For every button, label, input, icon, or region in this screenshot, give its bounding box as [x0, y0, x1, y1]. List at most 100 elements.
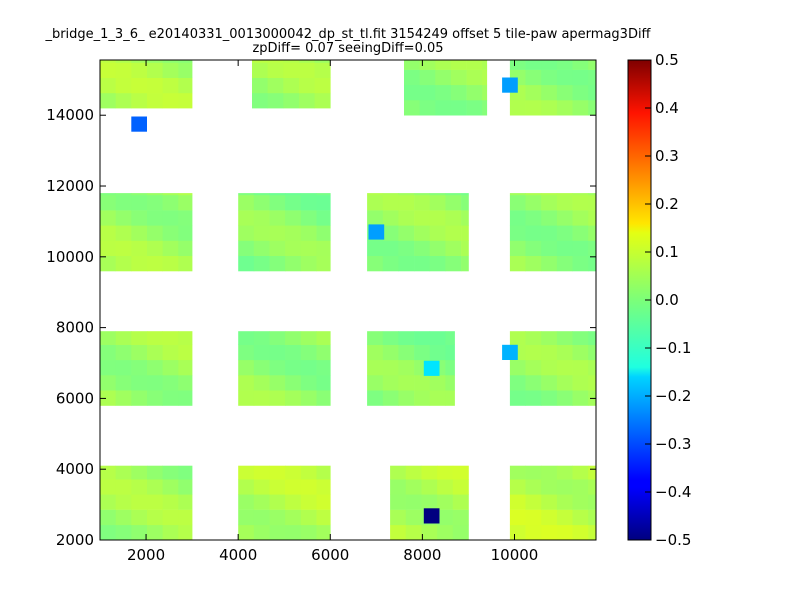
heatmap-cell: [382, 390, 399, 406]
heatmap-cell: [316, 359, 331, 376]
heatmap-cell: [405, 465, 422, 480]
heatmap-cell: [382, 331, 399, 345]
heatmap-cell: [588, 359, 596, 376]
heatmap-cell: [588, 524, 596, 540]
outlier-cell: [368, 224, 385, 240]
heatmap-cell: [525, 331, 542, 345]
heatmap-cell: [115, 331, 132, 345]
heatmap-cell: [252, 92, 268, 109]
heatmap-cell: [100, 194, 116, 211]
heatmap-cell: [588, 193, 596, 196]
heatmap-cell: [541, 331, 558, 345]
heatmap-cell: [269, 225, 286, 241]
heatmap-cell: [314, 62, 331, 78]
heatmap-cell: [178, 524, 193, 540]
heatmap-cell: [572, 359, 589, 376]
heatmap-cell: [253, 465, 270, 480]
heatmap-cell: [162, 509, 179, 526]
heatmap-cell: [147, 77, 163, 94]
heatmap-cell: [238, 375, 255, 391]
heatmap-cell: [541, 479, 558, 495]
heatmap-cell: [285, 509, 302, 526]
heatmap-cell: [316, 390, 331, 406]
heatmap-cell: [414, 331, 431, 345]
heatmap-cell: [509, 331, 526, 345]
heatmap-cell: [100, 390, 116, 406]
y-axis: 2000 4000 6000 8000 10000 12000 14000: [46, 106, 596, 549]
heatmap-cell: [541, 255, 558, 272]
heatmap-cell: [162, 62, 179, 78]
heatmap-cell: [429, 194, 446, 211]
heatmap-cell: [556, 524, 573, 540]
colorbar-tick-label: −0.2: [655, 387, 691, 405]
heatmap-cell: [100, 255, 116, 272]
heatmap-cell: [541, 524, 558, 540]
heatmap-cell: [115, 92, 132, 109]
heatmap-cell: [525, 494, 542, 510]
heatmap-cell: [162, 359, 179, 376]
heatmap-cell: [162, 344, 179, 361]
heatmap-cell: [572, 524, 589, 540]
outlier-cell: [502, 77, 518, 93]
heatmap-cell: [131, 524, 148, 540]
heatmap-cell: [269, 331, 286, 345]
heatmap-cell: [299, 92, 315, 109]
heatmap-cell: [429, 193, 446, 196]
heatmap-cell: [316, 240, 331, 256]
heatmap-cell: [115, 375, 132, 391]
heatmap-cell: [367, 210, 384, 226]
heatmap-cell: [572, 60, 589, 70]
heatmap-cell: [466, 100, 483, 116]
heatmap-cell: [421, 524, 438, 540]
colorbar-tick-label: −0.5: [655, 531, 691, 549]
heatmap-cell: [300, 494, 317, 510]
heatmap-cell: [162, 193, 179, 196]
heatmap-cell: [390, 479, 407, 495]
heatmap-cell: [300, 210, 317, 226]
heatmap-cell: [283, 62, 300, 78]
heatmap-cell: [429, 390, 446, 406]
chart-title: _bridge_1_3_6_ e20140331_0013000042_dp_s…: [44, 27, 651, 42]
x-tick-label: 10000: [491, 546, 539, 564]
heatmap-cell: [541, 84, 558, 101]
heatmap-cell: [509, 255, 526, 272]
heatmap-cell: [367, 344, 384, 361]
heatmap-cell: [285, 375, 302, 391]
heatmap-cell: [509, 465, 526, 480]
heatmap-cell: [269, 210, 286, 226]
heatmap-cell: [367, 193, 384, 196]
heatmap-cell: [525, 524, 542, 540]
heatmap-cell: [445, 240, 462, 256]
heatmap-cell: [382, 359, 399, 376]
heatmap-cell: [404, 69, 420, 86]
heatmap-cell: [588, 210, 596, 226]
heatmap-cell: [429, 255, 446, 272]
plot-frame: [99, 59, 597, 541]
heatmap-cell: [509, 390, 526, 406]
y-tick-label: 10000: [46, 248, 94, 266]
heatmap-cell: [398, 225, 415, 241]
heatmap-cell: [572, 84, 589, 101]
heatmap-cell: [238, 194, 255, 211]
heatmap-cell: [525, 255, 542, 272]
heatmap-cell: [588, 375, 596, 391]
heatmap-cell: [461, 193, 469, 196]
heatmap-cell: [300, 255, 317, 272]
heatmap-cell: [316, 225, 331, 241]
heatmap-cell: [178, 255, 193, 272]
heatmap-cell: [283, 77, 300, 94]
heatmap-cell: [509, 194, 526, 211]
heatmap-cell: [316, 375, 331, 391]
heatmap-cell: [414, 390, 431, 406]
heatmap-cell: [588, 84, 596, 101]
heatmap-cell: [162, 479, 179, 495]
heatmap-cell: [162, 255, 179, 272]
heatmap-cell: [445, 225, 462, 241]
heatmap-cell: [253, 390, 270, 406]
heatmap-cell: [269, 479, 286, 495]
heatmap-cell: [285, 359, 302, 376]
heatmap-cell: [253, 479, 270, 495]
heatmap-cell: [390, 524, 407, 540]
heatmap-cell: [162, 375, 179, 391]
